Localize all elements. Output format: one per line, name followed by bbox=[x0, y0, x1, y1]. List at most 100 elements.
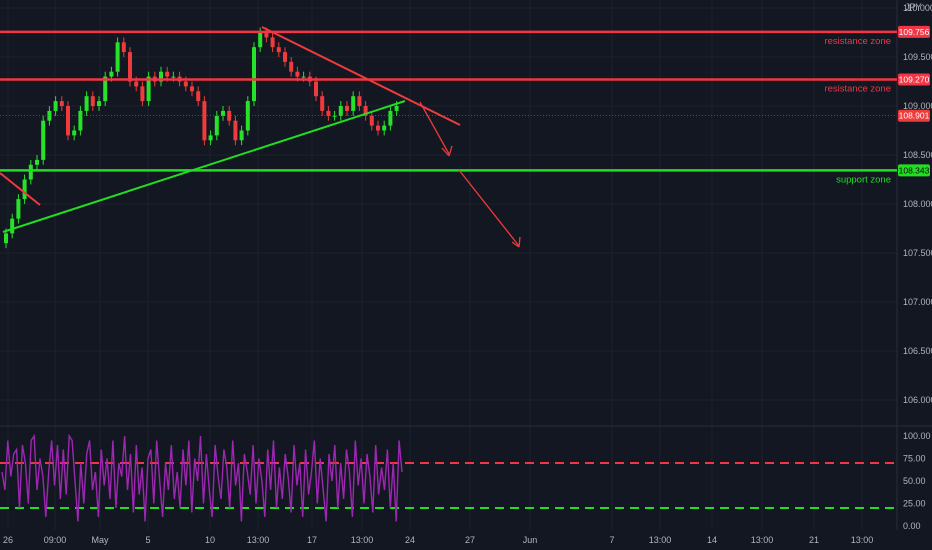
candle-body bbox=[382, 125, 387, 131]
grid-lines bbox=[0, 0, 932, 530]
last-price-tag-text: 108.901 bbox=[899, 111, 930, 121]
candle-body bbox=[16, 199, 21, 219]
candle-body bbox=[59, 101, 64, 106]
time-tick-label: 5 bbox=[145, 535, 150, 545]
time-tick-label: 13:00 bbox=[851, 535, 874, 545]
level-price-tag bbox=[898, 73, 930, 86]
candle-body bbox=[115, 42, 120, 72]
candle-body bbox=[208, 135, 213, 141]
candle-body bbox=[369, 115, 374, 126]
candle-body bbox=[252, 47, 256, 102]
candle-body bbox=[239, 130, 244, 141]
rsi-tick-label: 100.00 bbox=[903, 431, 931, 441]
time-tick-label: May bbox=[91, 535, 109, 545]
candle-body bbox=[84, 96, 89, 111]
candle-body bbox=[388, 110, 393, 126]
level-label: resistance zone bbox=[824, 84, 891, 95]
candle-body bbox=[314, 81, 318, 97]
candlestick-series bbox=[0, 27, 897, 249]
time-tick-label: 7 bbox=[609, 535, 614, 545]
candle-body bbox=[47, 110, 52, 121]
arrowhead-1b[interactable] bbox=[448, 145, 453, 157]
candle-body bbox=[264, 32, 269, 38]
trendline-drawings[interactable] bbox=[0, 26, 521, 248]
candle-body bbox=[320, 96, 325, 111]
candle-body bbox=[165, 71, 170, 77]
price-axis[interactable]: JPY 110.000 109.500 109.000 108.500 108.000 1… bbox=[903, 2, 932, 531]
candle-body bbox=[227, 110, 232, 121]
price-tick-label: 109.500 bbox=[903, 52, 932, 62]
candle-body bbox=[128, 52, 132, 82]
projection-arrow-1[interactable] bbox=[419, 101, 450, 155]
time-tick-label: 24 bbox=[405, 535, 415, 545]
time-tick-label: Jun bbox=[523, 535, 538, 545]
candle-body bbox=[332, 115, 337, 117]
candle-body bbox=[196, 91, 201, 102]
last-price-tag bbox=[898, 109, 930, 122]
candle-body bbox=[363, 106, 368, 116]
price-tick-label: 110.000 bbox=[903, 3, 932, 13]
candle-body bbox=[190, 86, 194, 92]
candle-body bbox=[22, 179, 27, 200]
candle-body bbox=[97, 101, 101, 106]
rsi-tick-label: 25.00 bbox=[903, 499, 926, 509]
candle-body bbox=[10, 218, 15, 234]
candle-body bbox=[140, 86, 145, 102]
candle-body bbox=[4, 233, 8, 244]
short-descending-line[interactable] bbox=[0, 172, 41, 206]
rsi-panel bbox=[0, 433, 897, 522]
candle-body bbox=[159, 71, 163, 82]
level-price-tag-text: 108.343 bbox=[899, 165, 930, 175]
candle-body bbox=[245, 101, 250, 131]
price-tick-label: 108.500 bbox=[903, 150, 932, 160]
price-tick-label: 108.000 bbox=[903, 199, 932, 209]
time-tick-label: 13:00 bbox=[751, 535, 774, 545]
horizontal-levels[interactable]: resistance zone 109.756 resistance zone 109… bbox=[0, 25, 930, 185]
price-tick-label: 109.000 bbox=[903, 101, 932, 111]
candle-body bbox=[28, 164, 33, 180]
arrowhead-2b[interactable] bbox=[518, 236, 521, 248]
candle-body bbox=[357, 96, 362, 106]
candle-body bbox=[171, 76, 176, 78]
arrowhead-1a[interactable] bbox=[441, 147, 450, 157]
candle-body bbox=[214, 115, 219, 136]
candle-body bbox=[351, 96, 356, 111]
time-tick-label: 14 bbox=[707, 535, 717, 545]
candle-body bbox=[221, 110, 225, 116]
candle-body bbox=[289, 61, 294, 72]
price-tick-label: 106.500 bbox=[903, 346, 932, 356]
rsi-tick-label: 75.00 bbox=[903, 454, 926, 464]
level-price-tag-text: 109.270 bbox=[899, 75, 930, 85]
level-price-tag-text: 109.756 bbox=[899, 27, 930, 37]
candle-body bbox=[326, 110, 331, 116]
candle-body bbox=[41, 120, 46, 160]
candle-body bbox=[270, 37, 275, 48]
time-tick-label: 10 bbox=[205, 535, 215, 545]
time-tick-label: 13:00 bbox=[649, 535, 672, 545]
time-tick-label: 13:00 bbox=[247, 535, 270, 545]
time-tick-label: 21 bbox=[809, 535, 819, 545]
rsi-tick-label: 0.00 bbox=[903, 521, 921, 531]
candle-body bbox=[202, 101, 207, 141]
candle-body bbox=[338, 106, 343, 116]
rsi-tick-label: 50.00 bbox=[903, 476, 926, 486]
level-price-tag bbox=[898, 25, 930, 38]
arrowhead-2a[interactable] bbox=[511, 241, 520, 248]
price-tick-label: 107.500 bbox=[903, 248, 932, 258]
ascending-trendline[interactable] bbox=[2, 100, 406, 233]
candle-body bbox=[134, 81, 139, 87]
candle-body bbox=[394, 106, 399, 111]
candle-body bbox=[103, 76, 108, 102]
descending-trendline[interactable] bbox=[261, 26, 461, 126]
candle-body bbox=[146, 76, 151, 102]
time-axis[interactable]: 26 09:00 May 5 10 13:00 17 13:00 24 27 Jun 7 13:00 14… bbox=[3, 535, 873, 545]
projection-arrow-2[interactable] bbox=[458, 169, 520, 247]
time-tick-label: 17 bbox=[307, 535, 317, 545]
candle-body bbox=[35, 159, 39, 165]
candle-body bbox=[283, 52, 287, 62]
level-label: resistance zone bbox=[824, 36, 891, 47]
candle-body bbox=[72, 130, 77, 136]
price-tick-label: 106.000 bbox=[903, 395, 932, 405]
candle-body bbox=[53, 101, 58, 111]
